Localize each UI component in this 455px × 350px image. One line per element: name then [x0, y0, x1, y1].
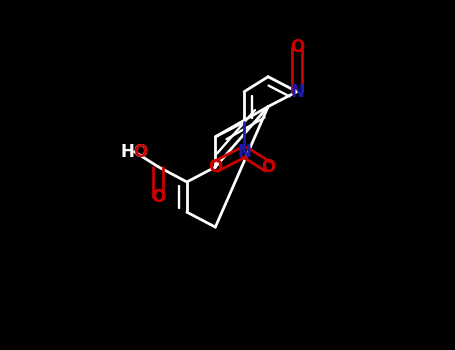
Text: O: O — [151, 188, 165, 206]
Text: O: O — [151, 188, 165, 206]
Text: N: N — [237, 143, 251, 161]
Text: O: O — [261, 158, 275, 176]
Text: HO: HO — [121, 143, 148, 161]
Text: N: N — [290, 83, 304, 101]
Text: O: O — [134, 143, 148, 161]
Text: O: O — [290, 37, 304, 56]
Text: O: O — [208, 158, 222, 176]
